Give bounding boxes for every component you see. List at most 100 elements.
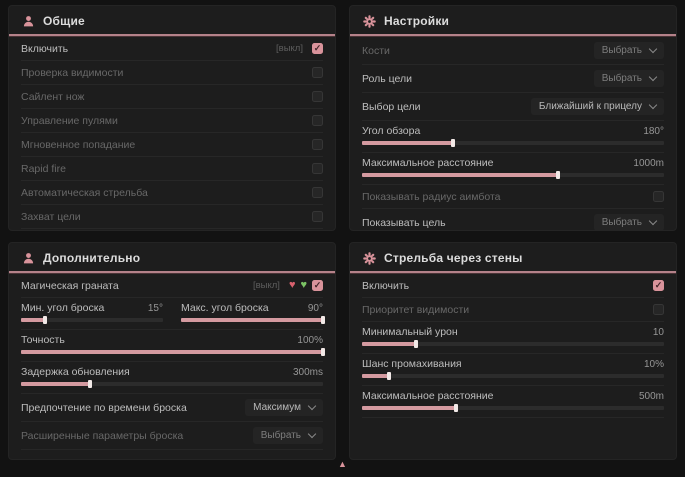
slider-setting: Задержка обновления 300ms <box>21 362 323 394</box>
setting-control <box>312 211 323 222</box>
dropdown-value: Выбрать <box>601 73 642 84</box>
slider-fill <box>362 374 390 378</box>
checkbox[interactable] <box>312 139 323 150</box>
dropdown-value: Выбрать <box>601 217 642 228</box>
settings-list: Магическая граната [выкл] ♥ ♥ ✓ Мин. угол бро… <box>9 273 335 450</box>
slider-track[interactable] <box>21 380 323 388</box>
setting-row: Включить ✓ <box>362 274 664 298</box>
checkbox[interactable] <box>312 67 323 78</box>
slider-track[interactable] <box>362 372 664 380</box>
setting-label: Автоматическая стрельба <box>21 186 148 199</box>
header-divider <box>350 271 676 273</box>
slider-setting: Максимальное расстояние 500m <box>362 386 664 418</box>
slider-value: 300ms <box>292 366 323 378</box>
chevron-down-icon <box>307 429 317 439</box>
slider-setting: Минимальный урон 10 <box>362 322 664 354</box>
slider-track[interactable] <box>362 139 664 147</box>
dropdown-select[interactable]: Максимум <box>245 399 323 416</box>
slider-handle[interactable] <box>453 404 458 412</box>
setting-label: Управление пулями <box>21 114 118 127</box>
setting-control: Ближайший к прицелу <box>530 98 664 115</box>
checkbox[interactable] <box>312 163 323 174</box>
checkbox[interactable]: ✓ <box>653 280 664 291</box>
scroll-up-indicator[interactable]: ▲ <box>338 459 347 469</box>
dropdown-value: Максимум <box>253 402 301 413</box>
checkbox[interactable] <box>312 211 323 222</box>
checkbox[interactable] <box>653 304 664 315</box>
dropdown-value: Выбрать <box>260 430 301 441</box>
checkbox[interactable] <box>653 191 664 202</box>
setting-control: Выбрать <box>593 70 664 87</box>
slider-track[interactable] <box>362 404 664 412</box>
slider-pair-row: Мин. угол броска 15° Макс. угол броска 90° <box>21 298 325 330</box>
dropdown-select[interactable]: Выбрать <box>593 214 664 230</box>
gear-icon <box>363 251 376 265</box>
setting-row: Автоматическая стрельба <box>21 181 323 205</box>
setting-label: Выбор цели <box>362 100 421 113</box>
slider-fill <box>362 406 456 410</box>
setting-label: Макс. угол броска <box>181 302 269 314</box>
setting-label: Минимальный урон <box>362 326 458 338</box>
setting-control <box>312 187 323 198</box>
setting-row: Стрелять только в тело <box>21 229 323 230</box>
slider-track[interactable] <box>362 171 664 179</box>
slider-value: 100% <box>297 334 323 346</box>
slider-track[interactable] <box>21 316 163 324</box>
slider-setting: Точность 100% <box>21 330 325 362</box>
setting-control <box>312 139 323 150</box>
setting-row: Показывать радиус аимбота <box>362 185 664 209</box>
slider-value: 180° <box>643 125 664 137</box>
chevron-down-icon <box>307 401 317 411</box>
setting-label: Проверка видимости <box>21 66 124 79</box>
slider-track[interactable] <box>362 340 664 348</box>
setting-label: Захват цели <box>21 210 81 223</box>
panel-title: Общие <box>43 14 85 28</box>
panel-title: Стрельба через стены <box>384 251 523 265</box>
setting-row: Расширенные параметры броска Выбрать <box>21 422 323 450</box>
slider-handle[interactable] <box>450 139 455 147</box>
setting-label: Кости <box>362 44 390 57</box>
slider-handle[interactable] <box>387 372 392 380</box>
slider-fill <box>21 350 323 354</box>
slider-fill <box>362 342 417 346</box>
setting-control: Максимум <box>245 399 323 416</box>
dropdown-select[interactable]: Ближайший к прицелу <box>530 98 664 115</box>
setting-label: Мгновенное попадание <box>21 138 136 151</box>
pink-heart-icon[interactable]: ♥ <box>288 279 296 291</box>
person-icon <box>22 15 35 28</box>
slider-handle[interactable] <box>321 348 325 356</box>
checkbox[interactable] <box>312 91 323 102</box>
setting-control: ✓ <box>653 280 664 291</box>
setting-row: Магическая граната [выкл] ♥ ♥ ✓ <box>21 274 323 298</box>
slider-handle[interactable] <box>321 316 325 324</box>
setting-row: Сайлент нож <box>21 85 323 109</box>
green-heart-icon[interactable]: ♥ <box>300 279 307 291</box>
slider-label-row: Мин. угол броска 15° <box>21 302 163 314</box>
checkbox[interactable]: ✓ <box>312 280 323 291</box>
slider-handle[interactable] <box>556 171 561 179</box>
panel-title: Настройки <box>384 14 450 28</box>
setting-row: Управление пулями <box>21 109 323 133</box>
slider-label-row: Точность 100% <box>21 334 323 346</box>
slider-handle[interactable] <box>43 316 48 324</box>
slider-fill <box>181 318 323 322</box>
checkbox[interactable] <box>312 187 323 198</box>
checkbox[interactable] <box>312 115 323 126</box>
setting-label: Роль цели <box>362 72 413 85</box>
setting-label: Включить <box>362 279 410 292</box>
setting-label: Сайлент нож <box>21 90 85 103</box>
slider-value: 10% <box>643 358 664 370</box>
dropdown-select[interactable]: Выбрать <box>593 42 664 59</box>
slider-track[interactable] <box>181 316 325 324</box>
setting-row: Rapid fire <box>21 157 323 181</box>
dropdown-select[interactable]: Выбрать <box>593 70 664 87</box>
dropdown-value: Ближайший к прицелу <box>538 101 642 112</box>
slider-handle[interactable] <box>414 340 419 348</box>
checkbox[interactable]: ✓ <box>312 43 323 54</box>
dropdown-select[interactable]: Выбрать <box>252 427 323 444</box>
slider-handle[interactable] <box>88 380 93 388</box>
setting-control: [выкл] ♥ ♥ ✓ <box>253 280 323 291</box>
setting-row: Кости Выбрать <box>362 37 664 65</box>
setting-label: Расширенные параметры броска <box>21 429 184 442</box>
slider-track[interactable] <box>21 348 325 356</box>
